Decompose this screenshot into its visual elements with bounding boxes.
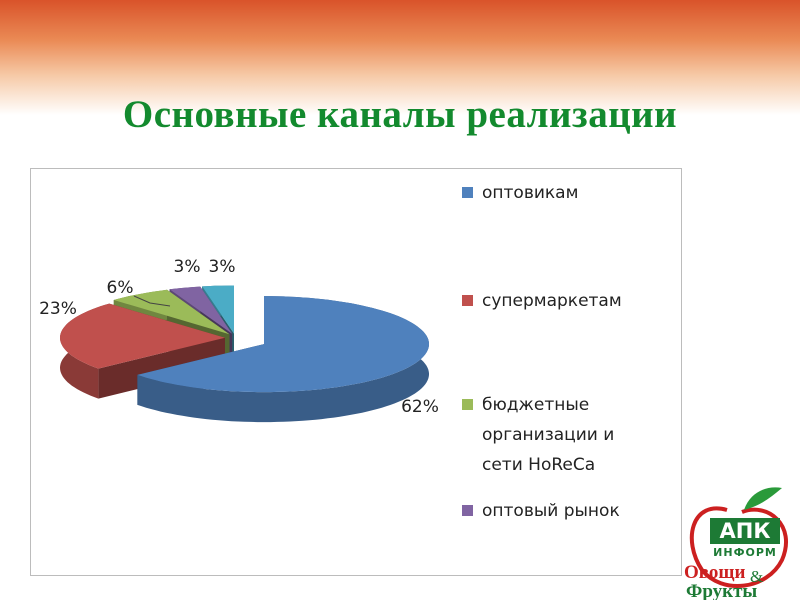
logo-amp: & (750, 567, 763, 586)
data-label: 6% (107, 278, 134, 298)
slice-top (202, 285, 234, 334)
legend-label: бюджетные организации и сети HoReCa (482, 395, 615, 475)
legend-label: оптовый рынок (482, 501, 620, 521)
slice-top (60, 303, 225, 369)
logo-leaf (744, 487, 782, 510)
data-label: 3% (209, 257, 236, 277)
slide-title: Основные каналы реализации (122, 93, 678, 136)
legend-swatch (462, 187, 473, 198)
logo-badge (710, 518, 780, 544)
slice-top (137, 296, 429, 393)
data-label: 23% (39, 299, 77, 319)
legend-entry: оптовикам (462, 178, 657, 208)
leader-line (133, 295, 171, 307)
logo-line1: Овощи (684, 562, 745, 583)
legend-swatch (462, 399, 473, 410)
legend-swatch (462, 505, 473, 516)
data-label: 3% (174, 257, 201, 277)
slice-top (113, 289, 230, 335)
slice-top (169, 286, 233, 334)
data-label: 62% (401, 397, 439, 417)
pie-slice (60, 303, 225, 399)
pie-slice (137, 296, 429, 423)
logo: АПК ИНФОРМ Овощи & Фрукты (684, 487, 789, 600)
legend-entry: супермаркетам (462, 286, 657, 316)
logo-top: АПК (720, 519, 771, 543)
legend-swatch (462, 295, 473, 306)
legend-label: оптовикам (482, 183, 579, 203)
legend-label: супермаркетам (482, 291, 622, 311)
legend-entry: бюджетные организации и сети HoReCa (462, 390, 657, 480)
logo-line2: Фрукты (686, 581, 757, 600)
logo-middle: ИНФОРМ (713, 546, 777, 559)
legend-entry: оптовый рынок (462, 496, 657, 526)
